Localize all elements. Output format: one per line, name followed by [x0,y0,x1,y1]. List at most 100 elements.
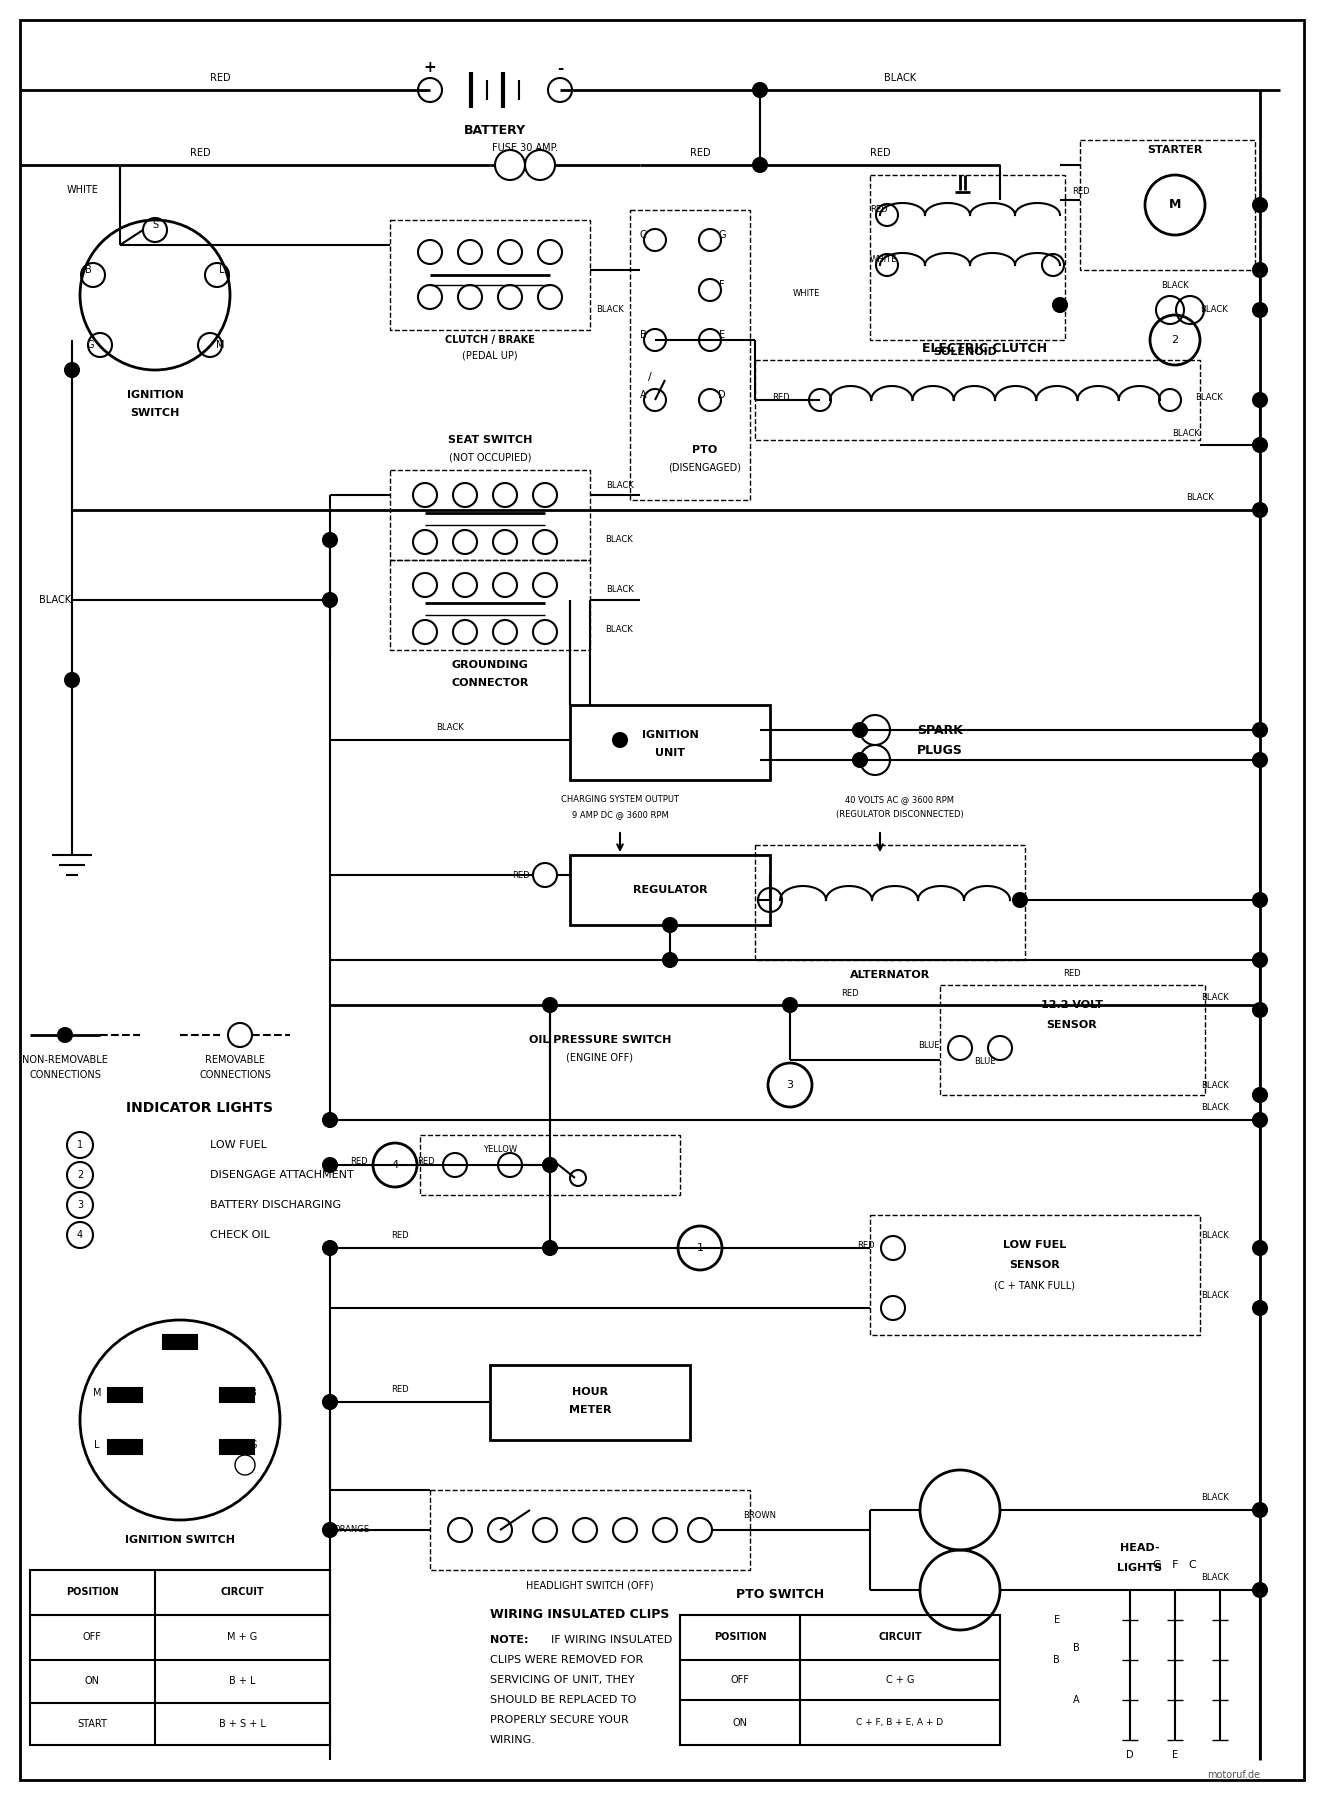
Circle shape [1253,1301,1267,1316]
Text: B: B [250,1388,257,1399]
Circle shape [753,83,767,97]
Text: BLACK: BLACK [1186,493,1214,502]
Circle shape [1253,752,1267,767]
Text: STARTER: STARTER [1148,146,1202,155]
Bar [755,360,1200,439]
Text: 12.2 VOLT: 12.2 VOLT [1041,1001,1103,1010]
Text: CHARGING SYSTEM OUTPUT: CHARGING SYSTEM OUTPUT [561,796,679,805]
Text: C + F, B + E, A + D: C + F, B + E, A + D [857,1719,944,1728]
Text: BLACK: BLACK [38,596,71,605]
Text: CLUTCH / BRAKE: CLUTCH / BRAKE [445,335,535,346]
Circle shape [58,1028,71,1042]
Circle shape [753,158,767,173]
Bar [391,470,591,560]
Text: REMOVABLE: REMOVABLE [205,1055,265,1066]
Circle shape [1253,437,1267,452]
Text: 9 AMP DC @ 3600 RPM: 9 AMP DC @ 3600 RPM [572,810,669,819]
Bar [109,1388,142,1402]
Circle shape [1253,263,1267,277]
Text: /: / [649,373,651,382]
Text: E: E [1054,1615,1061,1625]
Text: DISENGAGE ATTACHMENT: DISENGAGE ATTACHMENT [211,1170,354,1181]
Text: BATTERY: BATTERY [463,124,526,137]
Text: IF WIRING INSULATED: IF WIRING INSULATED [551,1634,673,1645]
Text: IGNITION: IGNITION [642,731,698,740]
Bar [220,1388,254,1402]
Text: RED: RED [841,988,859,997]
Circle shape [323,1240,338,1255]
Text: BLACK: BLACK [606,481,634,490]
Circle shape [543,997,557,1012]
Circle shape [323,1523,338,1537]
Text: (C + TANK FULL): (C + TANK FULL) [994,1280,1075,1291]
Text: WHITE: WHITE [793,288,820,297]
Circle shape [663,918,677,932]
Text: B + L: B + L [229,1676,256,1687]
Text: PTO: PTO [692,445,718,455]
Circle shape [323,1395,338,1409]
Text: L: L [220,265,225,275]
Text: M: M [93,1388,101,1399]
Text: 2: 2 [1172,335,1178,346]
Circle shape [65,364,79,376]
Text: BLACK: BLACK [1201,1231,1229,1240]
Text: BLACK: BLACK [1201,994,1229,1003]
Text: YELLOW: YELLOW [483,1145,518,1154]
Text: LOW FUEL: LOW FUEL [1004,1240,1067,1249]
Text: BLACK: BLACK [596,306,624,315]
Text: HEAD-: HEAD- [1120,1543,1160,1553]
Bar [1080,140,1255,270]
Text: 2: 2 [77,1170,83,1181]
Text: LIGHTS: LIGHTS [1117,1562,1162,1573]
Text: B: B [85,265,91,275]
Bar [940,985,1205,1094]
Bar [630,211,749,500]
Circle shape [323,592,338,607]
Bar [220,1440,254,1454]
Text: ELECTRIC CLUTCH: ELECTRIC CLUTCH [923,342,1047,355]
Text: 4: 4 [77,1229,83,1240]
Circle shape [1253,1112,1267,1127]
Text: RED: RED [1063,968,1080,977]
Circle shape [1253,1087,1267,1102]
Text: BLACK: BLACK [884,74,916,83]
Bar [681,1615,1000,1744]
Circle shape [65,673,79,688]
Text: NOTE:: NOTE: [490,1634,528,1645]
Bar [430,1490,749,1570]
Text: BLACK: BLACK [1200,306,1227,315]
Text: B: B [639,329,646,340]
Circle shape [613,733,628,747]
Text: 1: 1 [77,1139,83,1150]
Bar [391,560,591,650]
Text: L: L [94,1440,99,1451]
Text: BLACK: BLACK [436,724,463,733]
Text: M: M [216,340,224,349]
Text: SWITCH: SWITCH [130,409,180,418]
Text: M + G: M + G [226,1633,257,1642]
Text: BLACK: BLACK [1201,1494,1229,1503]
Text: D: D [1127,1750,1133,1760]
Text: (DISENGAGED): (DISENGAGED) [669,463,741,473]
Text: ON: ON [732,1717,748,1728]
Text: C + G: C + G [886,1676,915,1685]
Text: IGNITION SWITCH: IGNITION SWITCH [124,1535,234,1544]
Text: RED: RED [772,392,790,401]
Text: RED: RED [512,871,530,880]
Text: BROWN: BROWN [744,1510,776,1519]
Text: OIL PRESSURE SWITCH: OIL PRESSURE SWITCH [528,1035,671,1046]
Circle shape [323,1112,338,1127]
Text: RED: RED [858,1240,875,1249]
Text: WIRING INSULATED CLIPS: WIRING INSULATED CLIPS [490,1609,670,1622]
Bar [755,844,1025,959]
Text: SPARK: SPARK [918,724,963,736]
Text: E: E [1172,1750,1178,1760]
Circle shape [1253,893,1267,907]
Text: RED: RED [189,148,211,158]
Text: BLACK: BLACK [1201,1573,1229,1582]
Text: ORANGE: ORANGE [334,1526,369,1534]
Text: SERVICING OF UNIT, THEY: SERVICING OF UNIT, THEY [490,1676,634,1685]
Bar [870,175,1064,340]
Text: SOLENOID: SOLENOID [933,347,997,356]
Text: ALTERNATOR: ALTERNATOR [850,970,931,979]
